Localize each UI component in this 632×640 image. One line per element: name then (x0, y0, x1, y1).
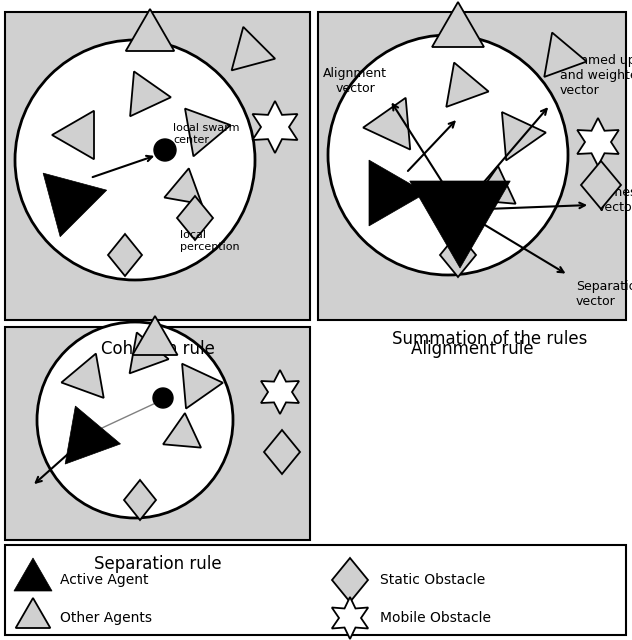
Polygon shape (502, 112, 546, 161)
Polygon shape (108, 234, 142, 276)
Polygon shape (432, 2, 484, 47)
Circle shape (37, 322, 233, 518)
Polygon shape (130, 332, 169, 373)
Polygon shape (474, 166, 516, 204)
Text: Summation of the rules: Summation of the rules (392, 330, 588, 348)
Text: Cohesion
vector: Cohesion vector (598, 186, 632, 214)
Polygon shape (264, 430, 300, 474)
Polygon shape (164, 168, 202, 204)
Polygon shape (332, 597, 368, 639)
Polygon shape (410, 181, 510, 268)
Polygon shape (130, 72, 171, 116)
Text: Static Obstacle: Static Obstacle (380, 573, 485, 587)
Polygon shape (65, 406, 121, 464)
Text: Cohesion rule: Cohesion rule (100, 340, 214, 358)
Polygon shape (581, 161, 621, 209)
Polygon shape (126, 9, 174, 51)
Bar (5, 12, 310, 320)
Polygon shape (163, 413, 201, 447)
Polygon shape (332, 558, 368, 602)
Polygon shape (577, 118, 619, 166)
Polygon shape (61, 353, 104, 398)
Bar (5, 327, 310, 540)
Bar (318, 12, 626, 320)
Text: Separation rule: Separation rule (94, 555, 221, 573)
Text: Mobile Obstacle: Mobile Obstacle (380, 611, 491, 625)
Polygon shape (43, 173, 107, 237)
Polygon shape (14, 558, 52, 591)
Polygon shape (177, 196, 213, 240)
Polygon shape (544, 33, 586, 77)
Polygon shape (124, 480, 156, 520)
Polygon shape (231, 27, 275, 70)
Polygon shape (252, 101, 298, 153)
Circle shape (153, 388, 173, 408)
Text: Active Agent: Active Agent (60, 573, 149, 587)
Polygon shape (182, 364, 223, 408)
Text: Alignment rule: Alignment rule (411, 340, 533, 358)
Polygon shape (52, 111, 94, 159)
Polygon shape (363, 98, 410, 150)
Circle shape (328, 35, 568, 275)
Bar (5, 545, 626, 635)
Text: local swarm
center: local swarm center (173, 124, 240, 145)
Text: Separation
vector: Separation vector (576, 280, 632, 308)
Polygon shape (16, 598, 51, 628)
Polygon shape (185, 109, 231, 156)
Polygon shape (133, 316, 178, 355)
Text: Summed up
and weighted
vector: Summed up and weighted vector (560, 54, 632, 97)
Circle shape (154, 139, 176, 161)
Text: Alignment
vector: Alignment vector (323, 67, 387, 95)
Polygon shape (446, 63, 489, 107)
Circle shape (15, 40, 255, 280)
Text: local
perception: local perception (180, 230, 240, 252)
Polygon shape (261, 370, 299, 414)
Polygon shape (369, 160, 426, 226)
Polygon shape (440, 233, 476, 277)
Text: Other Agents: Other Agents (60, 611, 152, 625)
